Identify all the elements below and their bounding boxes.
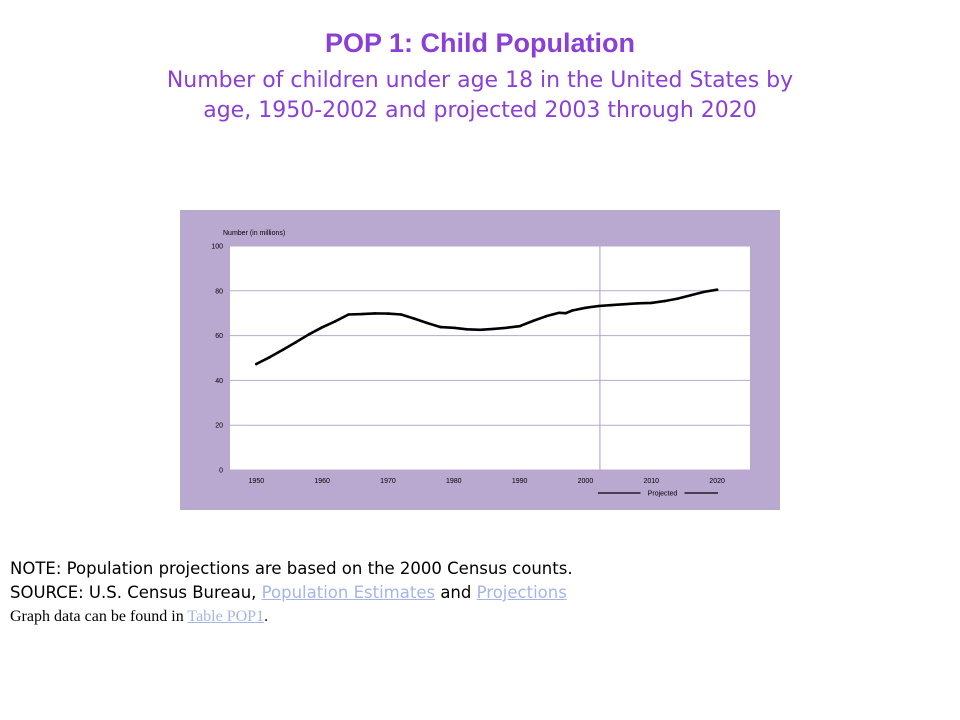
- note-text: NOTE: Population projections are based o…: [10, 559, 573, 578]
- y-tick-label-40: 40: [215, 378, 223, 385]
- data-point-1968: [373, 312, 377, 315]
- y-tick-label-60: 60: [215, 333, 223, 340]
- y-tick-labels: 0 20 40 60 80 100: [211, 244, 223, 475]
- data-point-1950: [255, 362, 258, 366]
- y-tick-label-100: 100: [211, 244, 223, 251]
- source-and: and: [435, 583, 477, 602]
- x-tick-label-2000: 2000: [578, 478, 594, 485]
- data-point-2014: [676, 297, 679, 300]
- data-point-1976: [426, 321, 429, 325]
- source-text: SOURCE: U.S. Census Bureau, Population E…: [10, 581, 950, 605]
- data-point-2002: [597, 304, 600, 308]
- data-point-1974: [413, 317, 416, 320]
- data-point-1956: [294, 341, 298, 344]
- data-point-1997: [564, 311, 567, 315]
- data-point-1958: [307, 332, 311, 336]
- data-point-1994: [544, 315, 548, 318]
- data-point-1996: [557, 311, 561, 315]
- data-point-1986: [491, 327, 495, 331]
- page-title: POP 1: Child Population: [324, 28, 635, 58]
- x-tick-label-2010: 2010: [643, 478, 659, 485]
- data-point-1990: [518, 324, 521, 328]
- data-point-2012: [663, 299, 666, 303]
- subtitle-line-2: age, 1950-2002 and projected 2003 throug…: [203, 98, 757, 123]
- footer-notes: NOTE: Population projections are based o…: [10, 557, 950, 629]
- data-point-1954: [281, 348, 284, 352]
- x-tick-label-1990: 1990: [512, 478, 528, 485]
- x-tick-label-2020: 2020: [709, 478, 725, 485]
- source-prefix: SOURCE: U.S. Census Bureau,: [10, 583, 262, 602]
- line-chart: 0 20 40 60 80 100 1950 1960 1970 1980 1990 2000 201…: [211, 230, 750, 498]
- data-point-2016: [689, 293, 693, 297]
- x-tick-label-1960: 1960: [314, 478, 330, 485]
- data-point-1952: [268, 356, 271, 359]
- legend: Projected: [597, 491, 719, 498]
- data-point-1982: [465, 328, 469, 331]
- graph-suffix: .: [264, 608, 269, 625]
- y-axis-label: Number (in millions): [223, 230, 285, 237]
- legend-label: Projected: [648, 491, 678, 498]
- data-point-1960: [320, 326, 324, 329]
- grid-lines: [230, 245, 750, 471]
- data-point-1998: [570, 309, 574, 312]
- data-point-1992: [531, 319, 535, 323]
- y-tick-label-80: 80: [215, 288, 223, 295]
- data-point-2000: [584, 306, 587, 310]
- x-tick-label-1980: 1980: [446, 478, 462, 485]
- data-point-1962: [334, 319, 337, 323]
- subtitle-line-1: Number of children under age 18 in the U…: [166, 68, 794, 93]
- plot-area: [230, 246, 750, 470]
- chart-frame: 0 20 40 60 80 100 1950 1960 1970 1980 1990 2000 201…: [180, 210, 780, 510]
- data-point-1970: [386, 312, 390, 315]
- data-point-1964: [347, 313, 350, 316]
- x-tick-label-1970: 1970: [380, 478, 396, 485]
- data-point-2006: [623, 302, 627, 306]
- data-point-1966: [360, 312, 363, 316]
- page-subtitle: Number of children under age 18 in the U…: [60, 66, 900, 126]
- x-tick-labels: 1950 1960 1970 1980 1990 2000 2010 2020: [249, 478, 725, 485]
- x-tick-label-1950: 1950: [249, 478, 265, 485]
- graph-data-text: Graph data can be found in Table POP1.: [10, 605, 950, 629]
- series-layer: [255, 288, 719, 366]
- data-point-2010: [649, 301, 653, 305]
- table-pop1-link[interactable]: Table POP1: [187, 608, 265, 625]
- data-point-2008: [636, 302, 640, 305]
- data-point-2018: [702, 290, 706, 294]
- graph-prefix: Graph data can be found in: [10, 608, 188, 625]
- population-estimates-link[interactable]: Population Estimates: [261, 583, 436, 602]
- data-point-1978: [439, 325, 442, 329]
- data-point-1980: [452, 326, 456, 330]
- data-point-1972: [399, 313, 403, 316]
- y-tick-label-20: 20: [215, 423, 223, 430]
- y-tick-label-0: 0: [219, 468, 223, 475]
- data-point-1988: [505, 326, 508, 330]
- projections-link[interactable]: Projections: [476, 583, 567, 602]
- data-point-1984: [478, 328, 482, 332]
- data-point-2004: [610, 303, 614, 307]
- data-point-2020: [715, 288, 719, 291]
